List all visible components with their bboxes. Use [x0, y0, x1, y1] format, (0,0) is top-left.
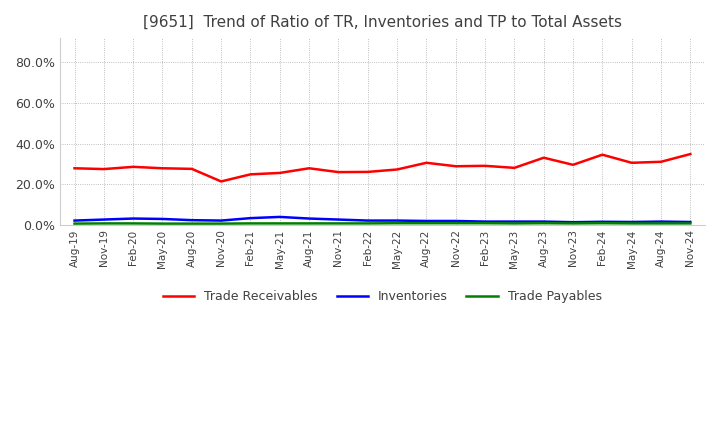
Trade Payables — [187, 221, 196, 226]
Inventories — [99, 217, 108, 222]
Trade Payables — [305, 221, 313, 226]
Trade Receivables — [451, 164, 460, 169]
Line: Inventories: Inventories — [75, 217, 690, 222]
Trade Payables — [422, 220, 431, 226]
Trade Receivables — [217, 179, 225, 184]
Title: [9651]  Trend of Ratio of TR, Inventories and TP to Total Assets: [9651] Trend of Ratio of TR, Inventories… — [143, 15, 622, 30]
Trade Payables — [569, 221, 577, 226]
Inventories — [246, 216, 255, 221]
Trade Payables — [158, 221, 167, 226]
Trade Payables — [627, 221, 636, 226]
Trade Payables — [393, 220, 402, 226]
Legend: Trade Receivables, Inventories, Trade Payables: Trade Receivables, Inventories, Trade Pa… — [158, 285, 607, 308]
Inventories — [305, 216, 313, 221]
Inventories — [539, 219, 548, 224]
Trade Payables — [129, 221, 138, 226]
Trade Receivables — [71, 165, 79, 171]
Inventories — [334, 217, 343, 222]
Inventories — [451, 218, 460, 224]
Trade Receivables — [510, 165, 518, 171]
Trade Payables — [217, 221, 225, 226]
Trade Receivables — [393, 167, 402, 172]
Inventories — [276, 214, 284, 220]
Trade Receivables — [246, 172, 255, 177]
Trade Payables — [686, 221, 695, 226]
Trade Receivables — [334, 169, 343, 175]
Trade Receivables — [686, 151, 695, 157]
Trade Payables — [510, 221, 518, 226]
Inventories — [422, 218, 431, 224]
Trade Receivables — [276, 170, 284, 176]
Trade Receivables — [99, 166, 108, 172]
Trade Receivables — [187, 166, 196, 172]
Inventories — [364, 218, 372, 223]
Inventories — [657, 219, 665, 224]
Inventories — [393, 218, 402, 223]
Trade Receivables — [129, 164, 138, 169]
Inventories — [187, 217, 196, 223]
Inventories — [129, 216, 138, 221]
Inventories — [510, 219, 518, 224]
Trade Receivables — [569, 162, 577, 168]
Trade Payables — [276, 221, 284, 226]
Trade Payables — [657, 221, 665, 226]
Line: Trade Receivables: Trade Receivables — [75, 154, 690, 181]
Inventories — [598, 219, 607, 224]
Inventories — [217, 218, 225, 223]
Trade Receivables — [627, 160, 636, 165]
Trade Payables — [246, 221, 255, 226]
Trade Payables — [451, 220, 460, 226]
Trade Receivables — [422, 160, 431, 165]
Trade Payables — [364, 221, 372, 226]
Trade Payables — [71, 221, 79, 226]
Trade Payables — [334, 221, 343, 226]
Inventories — [71, 218, 79, 223]
Trade Receivables — [305, 165, 313, 171]
Trade Payables — [598, 220, 607, 226]
Inventories — [569, 220, 577, 225]
Trade Payables — [99, 221, 108, 226]
Inventories — [627, 220, 636, 225]
Trade Receivables — [598, 152, 607, 158]
Inventories — [481, 219, 490, 224]
Inventories — [686, 220, 695, 225]
Trade Receivables — [364, 169, 372, 175]
Trade Receivables — [481, 163, 490, 169]
Trade Receivables — [539, 155, 548, 160]
Inventories — [158, 216, 167, 222]
Trade Payables — [539, 220, 548, 226]
Trade Payables — [481, 220, 490, 226]
Trade Receivables — [657, 159, 665, 165]
Trade Receivables — [158, 165, 167, 171]
